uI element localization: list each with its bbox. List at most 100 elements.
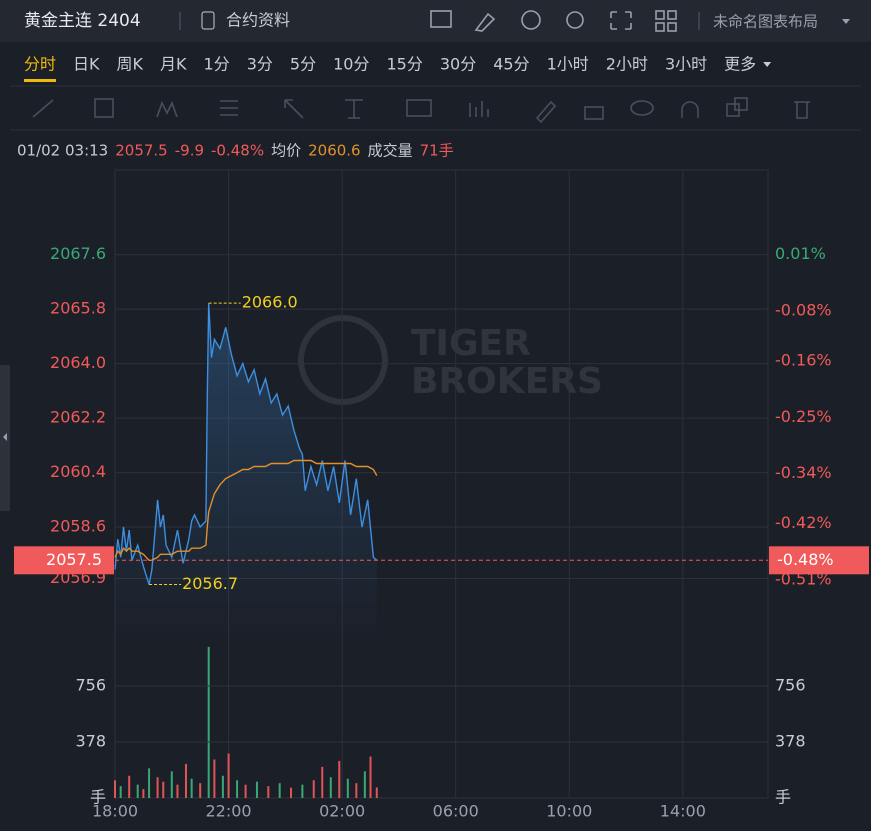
tool[interactable] — [284, 99, 304, 119]
y2-tick-label: -0.34% — [775, 463, 832, 482]
x-tick-label: 02:00 — [319, 802, 365, 821]
watermark: TIGER BROKERS — [298, 315, 603, 405]
tool[interactable] — [156, 100, 178, 118]
volume-bar — [227, 753, 230, 798]
icon[interactable] — [655, 22, 665, 32]
volume-bar — [142, 789, 145, 798]
avg-line — [114, 459, 378, 561]
contract-info[interactable]: 合约资料 — [226, 11, 290, 30]
more-arrow — [763, 62, 772, 67]
volume-bar — [267, 786, 270, 798]
tool[interactable] — [32, 99, 54, 118]
tool[interactable] — [681, 101, 699, 118]
vol-unit-right: 手 — [775, 788, 791, 807]
last-price-label: 2057.5 — [46, 550, 102, 569]
period-tabs: 分时 日K 周K 月K 1分 3分 5分 10分 15分 30分 45分 1小时 2小时 3小时 更多 — [24, 55, 772, 82]
period-tab[interactable]: 5分 — [290, 55, 316, 74]
x-tick-label: 10:00 — [546, 802, 592, 821]
x-tick-label: 06:00 — [433, 802, 479, 821]
period-tab[interactable]: 1分 — [204, 55, 230, 74]
vol-tick-label-right: 756 — [775, 676, 806, 695]
period-tab[interactable]: 日K — [73, 55, 100, 74]
volume-bar — [369, 756, 372, 798]
vol-tick-label-right: 378 — [775, 732, 806, 751]
doc-icon[interactable] — [201, 11, 215, 30]
quote-change-pct: -0.48% — [211, 142, 264, 160]
annotation-label: 2066.0 — [242, 293, 298, 312]
tool[interactable] — [734, 97, 748, 111]
icon[interactable] — [610, 11, 632, 30]
volume-bar — [346, 778, 349, 798]
tool[interactable] — [345, 99, 363, 119]
volume-bar — [355, 783, 358, 798]
dropdown[interactable] — [842, 19, 850, 24]
quote-avg-label: 均价 — [271, 142, 301, 160]
quote-volume: 71手 — [420, 142, 454, 160]
tool[interactable] — [535, 100, 557, 124]
volume-bar — [338, 760, 341, 798]
period-tab[interactable]: 1小时 — [547, 55, 589, 74]
volume-bar — [236, 780, 239, 798]
volume-bar — [213, 759, 216, 798]
volume-bar — [128, 775, 131, 798]
tool[interactable] — [584, 106, 604, 120]
tool[interactable] — [794, 101, 810, 119]
icon[interactable] — [566, 11, 584, 29]
period-tab[interactable]: 45分 — [493, 55, 529, 74]
volume-bar — [156, 777, 159, 798]
icon[interactable] — [430, 10, 452, 28]
period-tab[interactable]: 2小时 — [606, 55, 648, 74]
period-tab[interactable]: 分时 — [24, 55, 56, 74]
period-tab[interactable]: 30分 — [440, 55, 476, 74]
y2-tick-label: 0.01% — [775, 244, 826, 263]
volume-bar — [301, 784, 304, 798]
y-tick-label: 2060.4 — [50, 462, 106, 481]
top-bar — [0, 0, 871, 42]
period-tab[interactable]: 3小时 — [665, 55, 707, 74]
y-tick-label: 2065.8 — [50, 299, 106, 318]
quote-volume-label: 成交量 — [368, 142, 413, 160]
volume-bar — [114, 780, 116, 798]
vol-tick-label: 756 — [75, 676, 106, 695]
active-underline — [24, 79, 57, 82]
icon[interactable] — [667, 22, 677, 32]
volume-bar — [119, 786, 122, 798]
volume-bar — [278, 783, 281, 798]
volume-bar — [244, 784, 247, 798]
y2-tick-label: -0.16% — [775, 350, 832, 369]
period-tab[interactable]: 更多 — [724, 55, 756, 74]
period-tab[interactable]: 3分 — [247, 55, 273, 74]
volume-bar — [170, 771, 173, 798]
icon[interactable] — [667, 10, 677, 20]
tool[interactable] — [406, 99, 432, 117]
tool[interactable] — [220, 100, 238, 116]
icon[interactable] — [655, 10, 665, 20]
watermark-text: BROKERS — [411, 361, 603, 402]
vol-tick-label: 378 — [75, 732, 106, 751]
side-arrow — [3, 433, 7, 441]
y2-tick-label: -0.42% — [775, 513, 832, 532]
icon[interactable] — [521, 10, 541, 30]
x-tick-label: 18:00 — [92, 802, 138, 821]
last-pct-label: -0.48% — [777, 550, 834, 569]
volume-bar — [255, 781, 258, 798]
last-price-box — [14, 546, 114, 575]
period-tab[interactable]: 周K — [117, 55, 144, 74]
volume-bar — [221, 775, 224, 798]
period-tab[interactable]: 10分 — [333, 55, 369, 74]
volume-bar — [199, 783, 202, 798]
tool[interactable] — [469, 101, 489, 117]
layout-name[interactable]: 未命名图表布局 — [713, 13, 818, 31]
watermark-text: TIGER — [411, 323, 531, 364]
volume-bar — [176, 784, 179, 798]
tool[interactable] — [94, 98, 114, 118]
icon[interactable] — [474, 12, 496, 32]
tool[interactable] — [630, 100, 654, 116]
volume-bar — [136, 784, 139, 798]
volume-bar — [148, 768, 151, 798]
y2-tick-label: -0.25% — [775, 407, 832, 426]
volume-bar — [207, 646, 210, 798]
period-tab[interactable]: 月K — [160, 55, 187, 74]
period-tab[interactable]: 15分 — [386, 55, 422, 74]
